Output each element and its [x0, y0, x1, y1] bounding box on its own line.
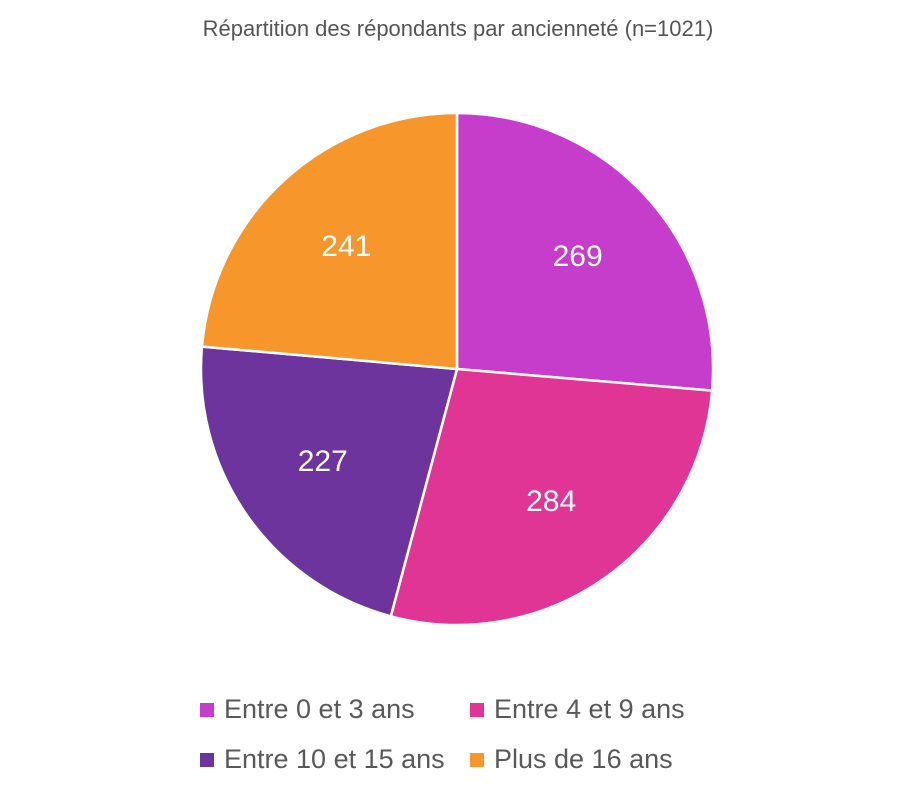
data-label-1: 284	[526, 485, 576, 518]
legend-label-3: Plus de 16 ans	[494, 744, 673, 774]
legend-swatch-1	[470, 702, 484, 717]
data-label-0: 269	[553, 240, 603, 273]
legend-swatch-0	[200, 702, 214, 717]
legend-label-2: Entre 10 et 15 ans	[224, 744, 445, 774]
data-label-2: 227	[298, 445, 348, 478]
legend-item-0: Entre 0 et 3 ans	[200, 694, 415, 725]
pie-slice-3	[200, 111, 459, 371]
legend-label-0: Entre 0 et 3 ans	[224, 694, 415, 724]
legend-swatch-2	[200, 752, 214, 767]
data-label-3: 241	[321, 230, 371, 263]
legend-item-1: Entre 4 et 9 ans	[470, 694, 685, 725]
pie-slice-2	[199, 345, 459, 618]
legend-item-3: Plus de 16 ans	[470, 744, 673, 775]
legend-label-1: Entre 4 et 9 ans	[494, 694, 685, 724]
pie-slice-1	[389, 367, 714, 627]
legend-swatch-3	[470, 752, 484, 767]
pie-slice-0	[455, 111, 715, 392]
pie-chart: 269 284 227 241	[199, 111, 715, 627]
chart-title: Répartition des répondants par anciennet…	[202, 16, 714, 41]
legend-item-2: Entre 10 et 15 ans	[200, 744, 445, 775]
